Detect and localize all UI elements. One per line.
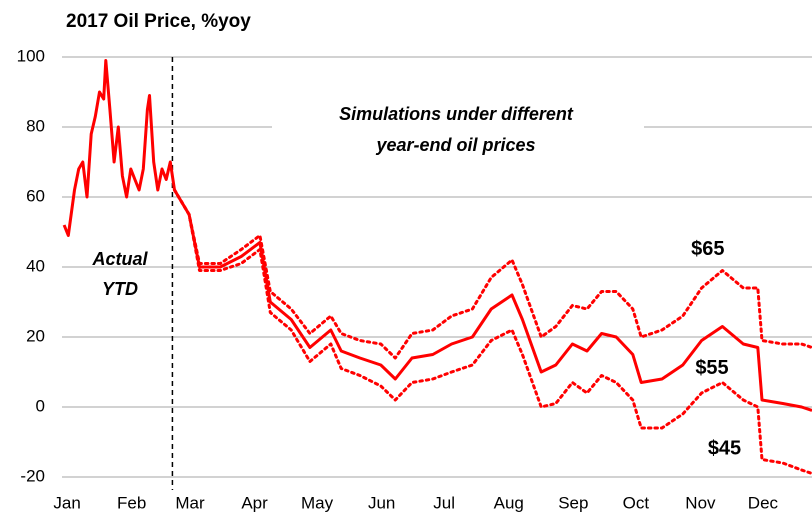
y-tick-label: 40 [26, 256, 45, 275]
x-tick-label: Mar [175, 493, 205, 512]
series-line [62, 59, 176, 237]
series-line [173, 189, 812, 412]
x-tick-label: Dec [748, 493, 779, 512]
x-tick-label: Apr [241, 493, 268, 512]
labels: -20 0 20 40 60 80 100 Jan Feb Mar Apr May Jun Jul Aug S… [17, 46, 779, 512]
chart-title: 2017 Oil Price, %yoy [66, 11, 251, 32]
x-tick-label: Nov [685, 493, 716, 512]
x-tick-label: Feb [117, 493, 146, 512]
series-label: $45 [708, 437, 741, 459]
x-tick-label: Jan [53, 493, 80, 512]
series-label: $55 [695, 357, 728, 379]
series-line [173, 188, 812, 360]
annotation: YTD [102, 279, 138, 299]
x-tick-label: Jun [368, 493, 395, 512]
annotation: Actual [91, 249, 148, 269]
x-tick-label: Oct [623, 493, 650, 512]
x-tick-label: Aug [494, 493, 524, 512]
annotation: Simulations under different [339, 104, 574, 124]
y-tick-label: 80 [26, 116, 45, 135]
x-tick-label: Jul [433, 493, 455, 512]
x-tick-label: May [301, 493, 334, 512]
lines [62, 57, 812, 490]
y-tick-label: 0 [36, 396, 45, 415]
note-box [272, 95, 644, 165]
y-tick-label: 100 [17, 46, 45, 65]
y-tick-label: -20 [20, 466, 45, 485]
y-tick-label: 60 [26, 186, 45, 205]
series-line [173, 188, 812, 475]
y-tick-label: 20 [26, 326, 45, 345]
series-label: $65 [691, 238, 724, 260]
x-tick-label: Sep [558, 493, 588, 512]
annotation: year-end oil prices [375, 135, 535, 155]
